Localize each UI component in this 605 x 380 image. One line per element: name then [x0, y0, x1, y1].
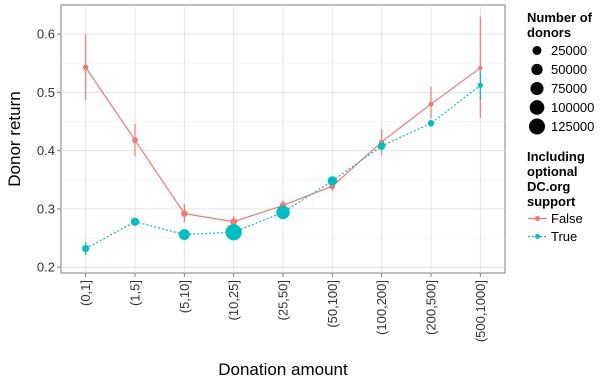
- legend-color-label: True: [551, 229, 577, 244]
- y-axis-title: Donor return: [5, 91, 24, 186]
- legend-color-swatch: [535, 216, 540, 221]
- legend-size-swatch: [531, 63, 543, 76]
- data-point: [377, 142, 386, 150]
- legend-size-title: Number of: [527, 10, 593, 25]
- data-point: [276, 205, 290, 220]
- data-point: [181, 210, 188, 217]
- data-point: [478, 65, 483, 71]
- y-tick-label: 0.6: [37, 27, 55, 42]
- legend-color-title: Including: [527, 149, 585, 164]
- data-point: [428, 101, 434, 107]
- y-axis-ticks: 0.2 0.3 0.4 0.5 0.6: [37, 27, 61, 275]
- legend-size-label: 25000: [551, 43, 587, 58]
- y-tick-label: 0.3: [37, 201, 55, 216]
- y-tick-label: 0.5: [37, 85, 55, 100]
- x-tick-label: (10,25]: [226, 280, 241, 320]
- data-point: [225, 224, 242, 241]
- series-layer: [82, 16, 483, 255]
- data-point: [132, 137, 138, 144]
- legend-size-label: 50000: [551, 62, 587, 77]
- data-point: [427, 120, 435, 127]
- legend-color-title: optional: [527, 164, 578, 179]
- legend-color-swatch: [535, 234, 540, 239]
- x-tick-label: (1,5]: [128, 280, 143, 306]
- legend-color-title: DC.org: [527, 179, 570, 194]
- y-tick-label: 0.2: [37, 260, 55, 275]
- legend-size-title: donors: [527, 25, 571, 40]
- legend-size-swatch: [532, 46, 542, 55]
- data-point: [327, 176, 338, 186]
- x-tick-label: (25,50]: [276, 280, 291, 320]
- x-axis-ticks: (0,1] (1,5] (5,10] (10,25] (25,50] (50,100] (1…: [78, 273, 488, 342]
- series-true: [82, 70, 483, 255]
- data-point: [82, 64, 89, 71]
- legend-size-label: 125000: [551, 119, 594, 134]
- x-tick-label: (5,10]: [177, 280, 192, 313]
- legend-color-label: False: [551, 211, 583, 226]
- data-point: [477, 82, 483, 88]
- x-tick-label: (0,1]: [78, 280, 93, 306]
- x-tick-label: (100,200]: [374, 280, 389, 335]
- legend-size-label: 100000: [551, 100, 594, 115]
- x-tick-label: (50,100]: [325, 280, 340, 328]
- x-tick-label: (200,500]: [424, 280, 439, 335]
- legend-size-swatch: [529, 118, 545, 135]
- series-false: [82, 16, 483, 228]
- x-tick-label: (500,1000]: [473, 280, 488, 342]
- legend-size-swatch: [530, 81, 544, 96]
- data-point: [178, 229, 190, 240]
- legend-size-swatch: [529, 100, 545, 115]
- data-point: [230, 218, 238, 226]
- data-point: [82, 244, 90, 253]
- y-tick-label: 0.4: [37, 143, 55, 158]
- legend-size-label: 75000: [551, 81, 587, 96]
- legend-color-title: support: [527, 194, 576, 209]
- x-axis-title: Donation amount: [218, 360, 348, 379]
- data-point: [130, 217, 140, 226]
